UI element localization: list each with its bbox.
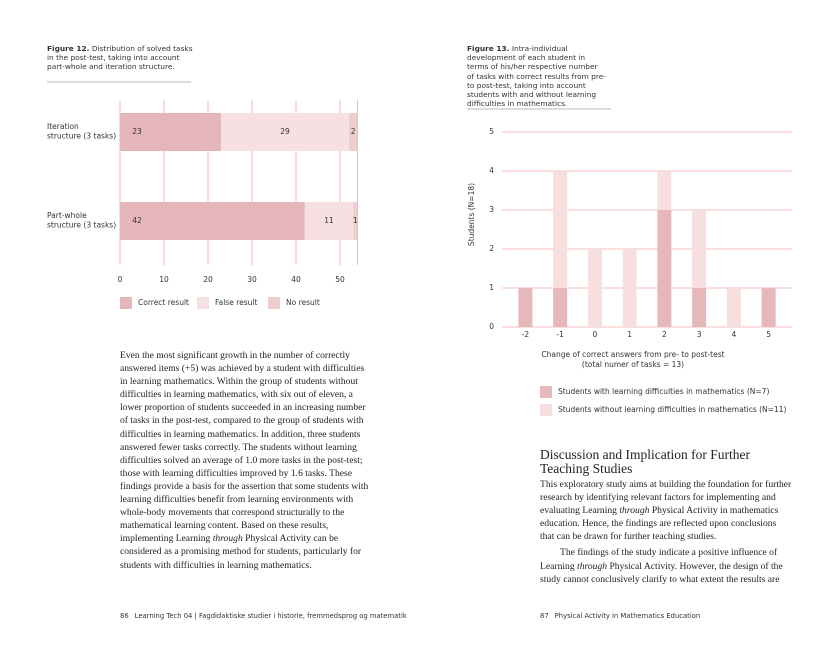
- bar-segment: [692, 210, 707, 288]
- text-run: Physical Activity in mathematics educati…: [540, 505, 779, 543]
- paragraph: This exploratory study aims at building …: [540, 478, 792, 543]
- bar-segment: [221, 113, 349, 151]
- data-label: 23: [132, 127, 142, 136]
- data-label: 1: [353, 216, 358, 225]
- bar-segment: [304, 202, 354, 240]
- bar-segment: [553, 171, 568, 288]
- figure-caption: Figure 12. Distribution of solved tasks …: [47, 44, 197, 72]
- text-run: Physical Activity can be considered as a…: [120, 533, 362, 571]
- legend-swatch: [268, 297, 280, 309]
- text-run: Even the most significant growth in the …: [120, 350, 369, 545]
- page-footer: 86 Learning Tech 04 | Fagdidaktiske studi…: [120, 612, 413, 620]
- y-tick-label: 1: [489, 283, 494, 292]
- bar-segment: [726, 288, 741, 327]
- bar-segment: [348, 113, 358, 151]
- y-tick-label: Part-whole structure (3 tasks): [47, 211, 116, 230]
- data-label: 2: [351, 127, 356, 136]
- x-tick-label: 50: [335, 275, 345, 284]
- x-tick-label: 5: [766, 330, 771, 339]
- bar-segment: [553, 288, 568, 327]
- x-tick-label: 40: [291, 275, 301, 284]
- data-label: 42: [132, 216, 142, 225]
- bar-segment: [657, 210, 672, 327]
- x-tick-label: 4: [731, 330, 736, 339]
- page-number: 86: [120, 612, 129, 620]
- x-tick-label: 1: [627, 330, 632, 339]
- bar-segment: [761, 288, 776, 327]
- footer-text: Learning Tech 04 | Fagdidaktiske studier…: [134, 612, 407, 620]
- legend-swatch: [540, 404, 552, 416]
- section-heading: Discussion and Implication for Further T…: [540, 447, 750, 476]
- y-tick-label: Iteration structure (3 tasks): [47, 122, 116, 141]
- bar-segment: [353, 202, 358, 240]
- text-italic: through: [577, 560, 608, 572]
- legend-label: Students with learning difficulties in m…: [558, 387, 769, 396]
- x-axis-label: Change of correct answers from pre- to p…: [541, 350, 724, 359]
- data-label: 11: [324, 216, 334, 225]
- legend-label: Students without learning difficulties i…: [558, 405, 786, 414]
- bar-segment: [518, 288, 533, 327]
- legend-label: Correct result: [138, 298, 189, 307]
- y-tick-label: 0: [489, 322, 494, 331]
- x-tick-label: 3: [697, 330, 702, 339]
- text-italic: through: [619, 505, 650, 517]
- paragraph: The findings of the study indicate a pos…: [540, 546, 792, 585]
- figure-title: Distribution of solved tasks in the post…: [47, 44, 193, 72]
- x-tick-label: 2: [662, 330, 667, 339]
- x-axis-label: (total numer of tasks = 13): [582, 360, 684, 369]
- y-tick-label: 3: [489, 205, 494, 214]
- x-tick-label: 10: [159, 275, 169, 284]
- bar-segment: [692, 288, 707, 327]
- bar-segment: [657, 171, 672, 210]
- legend-label: False result: [215, 298, 257, 307]
- x-tick-label: 0: [592, 330, 597, 339]
- legend-swatch: [197, 297, 209, 309]
- y-tick-label: 2: [489, 244, 494, 253]
- figure-label: Figure 13.: [467, 44, 510, 53]
- text-run: The findings of the study indicate a pos…: [540, 547, 778, 572]
- legend-swatch: [120, 297, 132, 309]
- y-tick-label: 4: [489, 166, 494, 175]
- bar-segment: [120, 202, 305, 240]
- figure-title: Intra-individual development of each stu…: [467, 44, 606, 109]
- footer-text: Physical Activity in Mathematics Educati…: [554, 612, 701, 620]
- x-tick-label: 0: [118, 275, 123, 284]
- text-italic: through: [212, 533, 243, 545]
- page-footer: 87 Physical Activity in Mathematics Educa…: [540, 612, 706, 620]
- x-tick-label: 20: [203, 275, 213, 284]
- y-tick-label: 5: [489, 127, 494, 136]
- y-axis-label: Students (N=18): [467, 183, 476, 246]
- bar-segment: [120, 113, 222, 151]
- legend-label: No result: [286, 298, 320, 307]
- x-tick-label: -2: [522, 330, 530, 339]
- body-text: Even the most significant growth in the …: [120, 349, 374, 572]
- page-number: 87: [540, 612, 549, 620]
- text-run: This exploratory study aims at building …: [540, 479, 792, 517]
- figure-caption: Figure 13. Intra-individual development …: [467, 44, 607, 108]
- figure-label: Figure 12.: [47, 44, 90, 53]
- body-text: This exploratory study aims at building …: [540, 478, 792, 586]
- x-tick-label: -1: [556, 330, 564, 339]
- legend-swatch: [540, 386, 552, 398]
- bar-segment: [587, 249, 602, 327]
- x-tick-label: 30: [247, 275, 257, 284]
- text-run: Physical Activity. However, the design o…: [540, 560, 783, 585]
- bar-segment: [622, 249, 637, 327]
- data-label: 29: [280, 127, 290, 136]
